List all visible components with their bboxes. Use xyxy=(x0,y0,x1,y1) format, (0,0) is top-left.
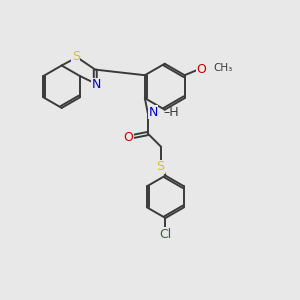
Text: S: S xyxy=(72,50,80,63)
Text: N: N xyxy=(92,78,101,91)
Text: S: S xyxy=(156,160,164,173)
Text: CH₃: CH₃ xyxy=(214,63,233,73)
Text: –H: –H xyxy=(163,106,179,118)
Text: Cl: Cl xyxy=(159,228,172,241)
Text: O: O xyxy=(196,63,206,76)
Text: N: N xyxy=(148,106,158,118)
Text: O: O xyxy=(124,131,134,144)
